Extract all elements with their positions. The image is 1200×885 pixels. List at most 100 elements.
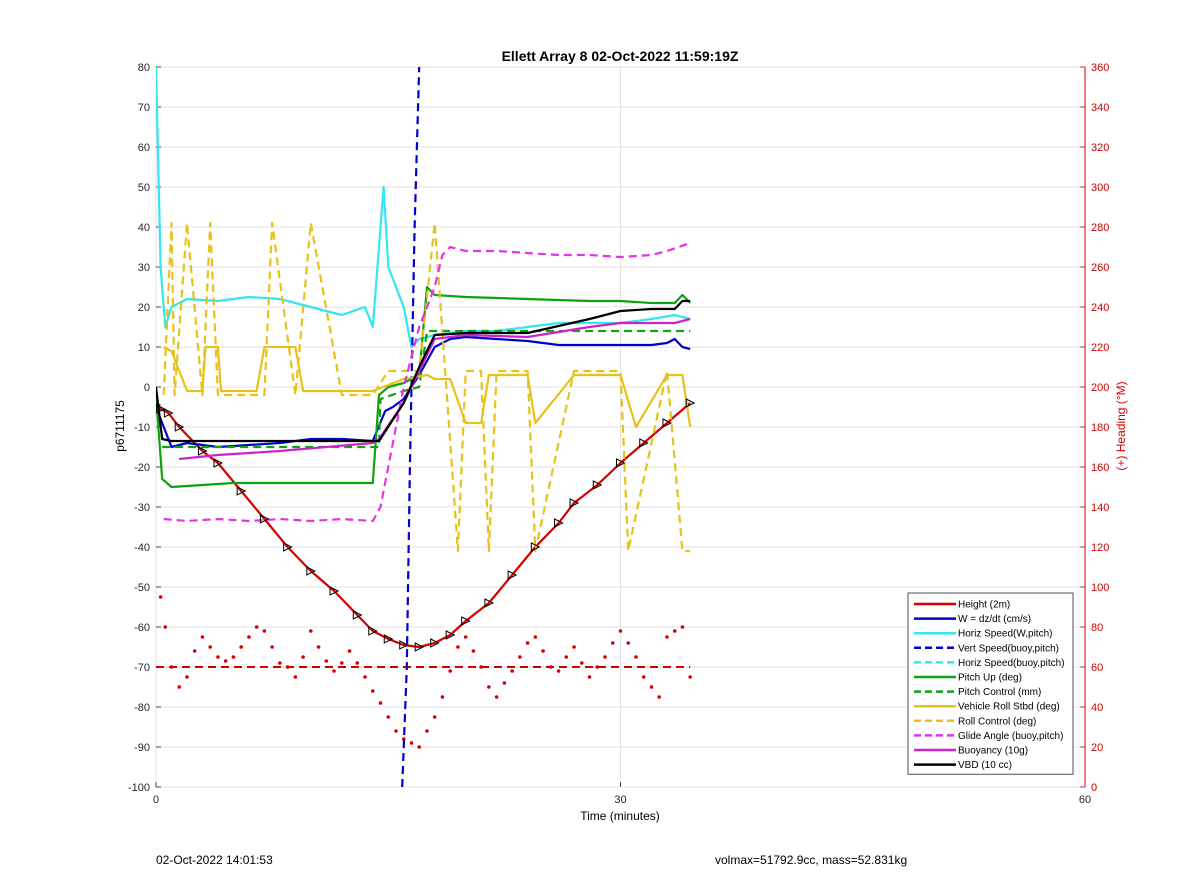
y-tick-label: 80 xyxy=(138,62,150,74)
y2-tick-label: 240 xyxy=(1091,302,1109,314)
heading-point xyxy=(278,661,282,665)
y-tick-label: -30 xyxy=(134,502,150,514)
legend-label: Height (2m) xyxy=(958,600,1010,611)
legend-label: Pitch Control (mm) xyxy=(958,687,1041,698)
y-tick-label: -10 xyxy=(134,422,150,434)
heading-point xyxy=(564,655,569,659)
series-line-8 xyxy=(162,221,691,553)
heading-point xyxy=(370,689,375,693)
heading-point xyxy=(163,625,168,629)
heading-point xyxy=(549,665,553,669)
height-marker xyxy=(383,634,394,644)
heading-point xyxy=(463,635,468,639)
height-marker xyxy=(554,518,564,528)
heading-point xyxy=(378,701,383,705)
y2-tick-label: 340 xyxy=(1091,102,1109,114)
footer-info: volmax=51792.9cc, mass=52.831kg xyxy=(715,853,908,867)
heading-point xyxy=(518,655,522,659)
y2-tick-label: 200 xyxy=(1091,382,1109,394)
x-axis-label: Time (minutes) xyxy=(580,809,660,823)
legend-box xyxy=(907,592,1074,775)
heading-point xyxy=(634,655,638,659)
y2-tick-label: 100 xyxy=(1091,582,1109,594)
y-tick-label: 50 xyxy=(138,182,150,194)
y-tick-label: -20 xyxy=(134,462,150,474)
heading-point xyxy=(386,715,391,719)
legend-label: VBD (10 cc) xyxy=(958,760,1012,771)
y2-tick-label: 120 xyxy=(1091,542,1109,554)
height-marker xyxy=(414,642,425,652)
series-line-9 xyxy=(163,241,691,523)
height-marker xyxy=(507,570,518,580)
heading-point xyxy=(239,645,243,649)
heading-point xyxy=(587,675,592,679)
series-line-10 xyxy=(179,317,691,461)
heading-point xyxy=(293,675,298,679)
y-tick-label: -90 xyxy=(134,742,150,754)
heading-point xyxy=(641,675,646,679)
height-marker xyxy=(530,542,541,552)
heading-point xyxy=(394,729,398,733)
heading-point xyxy=(456,645,460,649)
y2-tick-label: 20 xyxy=(1091,742,1103,754)
y2-tick-label: 300 xyxy=(1091,182,1109,194)
heading-point xyxy=(316,645,321,649)
height-marker xyxy=(639,438,649,448)
heading-point xyxy=(417,745,422,749)
heading-point xyxy=(247,635,251,639)
heading-point xyxy=(680,625,685,629)
heading-point xyxy=(332,669,336,673)
heading-point xyxy=(510,669,514,673)
chart-title: Ellett Array 8 02-Oct-2022 11:59:19Z xyxy=(502,48,739,64)
heading-point xyxy=(355,661,360,665)
y2-tick-label: 0 xyxy=(1091,782,1097,794)
heading-point xyxy=(158,595,163,599)
height-marker xyxy=(352,610,363,620)
legend-label: Buoyancy (10g) xyxy=(958,746,1028,757)
heading-point xyxy=(285,665,290,669)
heading-point xyxy=(665,635,669,639)
heading-point xyxy=(672,629,677,633)
heading-point xyxy=(324,659,329,663)
legend: Height (2m) W = dz/dt (cm/s) Horiz Speed(W… xyxy=(907,592,1074,775)
height-marker xyxy=(399,640,409,650)
heading-point xyxy=(556,669,561,673)
axes: -100-90-80-70-60-50-40-30-20-10010203040… xyxy=(128,62,1109,806)
height-marker xyxy=(662,418,673,428)
y-tick-label: -60 xyxy=(134,622,150,634)
y2-tick-label: 320 xyxy=(1091,142,1109,154)
y-tick-label: -100 xyxy=(128,782,150,794)
heading-point xyxy=(231,655,236,659)
y-tick-label: -50 xyxy=(134,582,150,594)
y2-tick-label: 360 xyxy=(1091,62,1109,74)
height-marker xyxy=(163,408,174,418)
y-tick-label: -70 xyxy=(134,662,150,674)
heading-point xyxy=(262,629,267,633)
heading-point xyxy=(603,655,607,659)
series-line-1 xyxy=(156,335,691,449)
y2-tick-label: 220 xyxy=(1091,342,1109,354)
height-marker xyxy=(616,458,626,468)
heading-point xyxy=(572,645,576,649)
height-marker xyxy=(213,458,224,468)
height-marker xyxy=(430,638,440,648)
heading-point xyxy=(533,635,538,639)
height-marker xyxy=(259,514,270,524)
height-marker xyxy=(156,404,166,414)
heading-point xyxy=(185,675,189,679)
heading-point xyxy=(270,645,274,649)
heading-point xyxy=(487,685,491,689)
y-tick-label: 30 xyxy=(138,262,150,274)
legend-label: Horiz Speed(buoy,pitch) xyxy=(958,658,1065,669)
height-marker xyxy=(368,626,378,636)
heading-point xyxy=(363,675,367,679)
x-tick-label: 30 xyxy=(614,794,626,806)
footer-timestamp: 02-Oct-2022 14:01:53 xyxy=(156,853,273,867)
height-marker xyxy=(569,498,580,508)
height-marker xyxy=(236,486,247,496)
heading-point xyxy=(595,665,600,669)
height-marker xyxy=(197,446,208,456)
x-tick-label: 0 xyxy=(153,794,159,806)
heading-point xyxy=(340,661,344,665)
